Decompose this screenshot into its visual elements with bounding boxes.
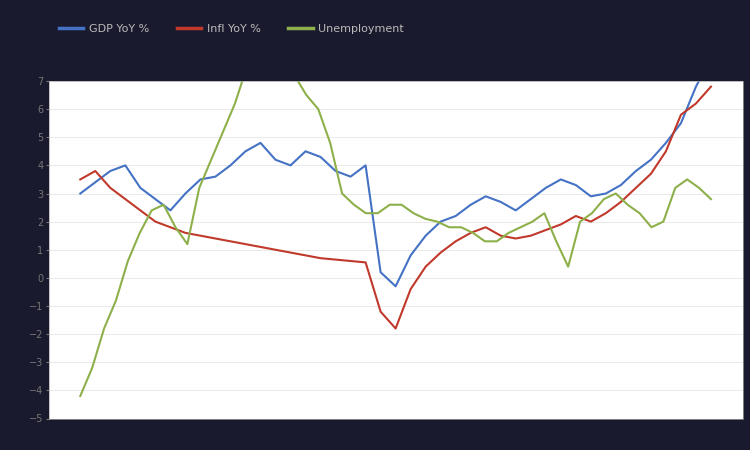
Legend: GDP YoY %, Infl YoY %, Unemployment: GDP YoY %, Infl YoY %, Unemployment [54,19,409,38]
